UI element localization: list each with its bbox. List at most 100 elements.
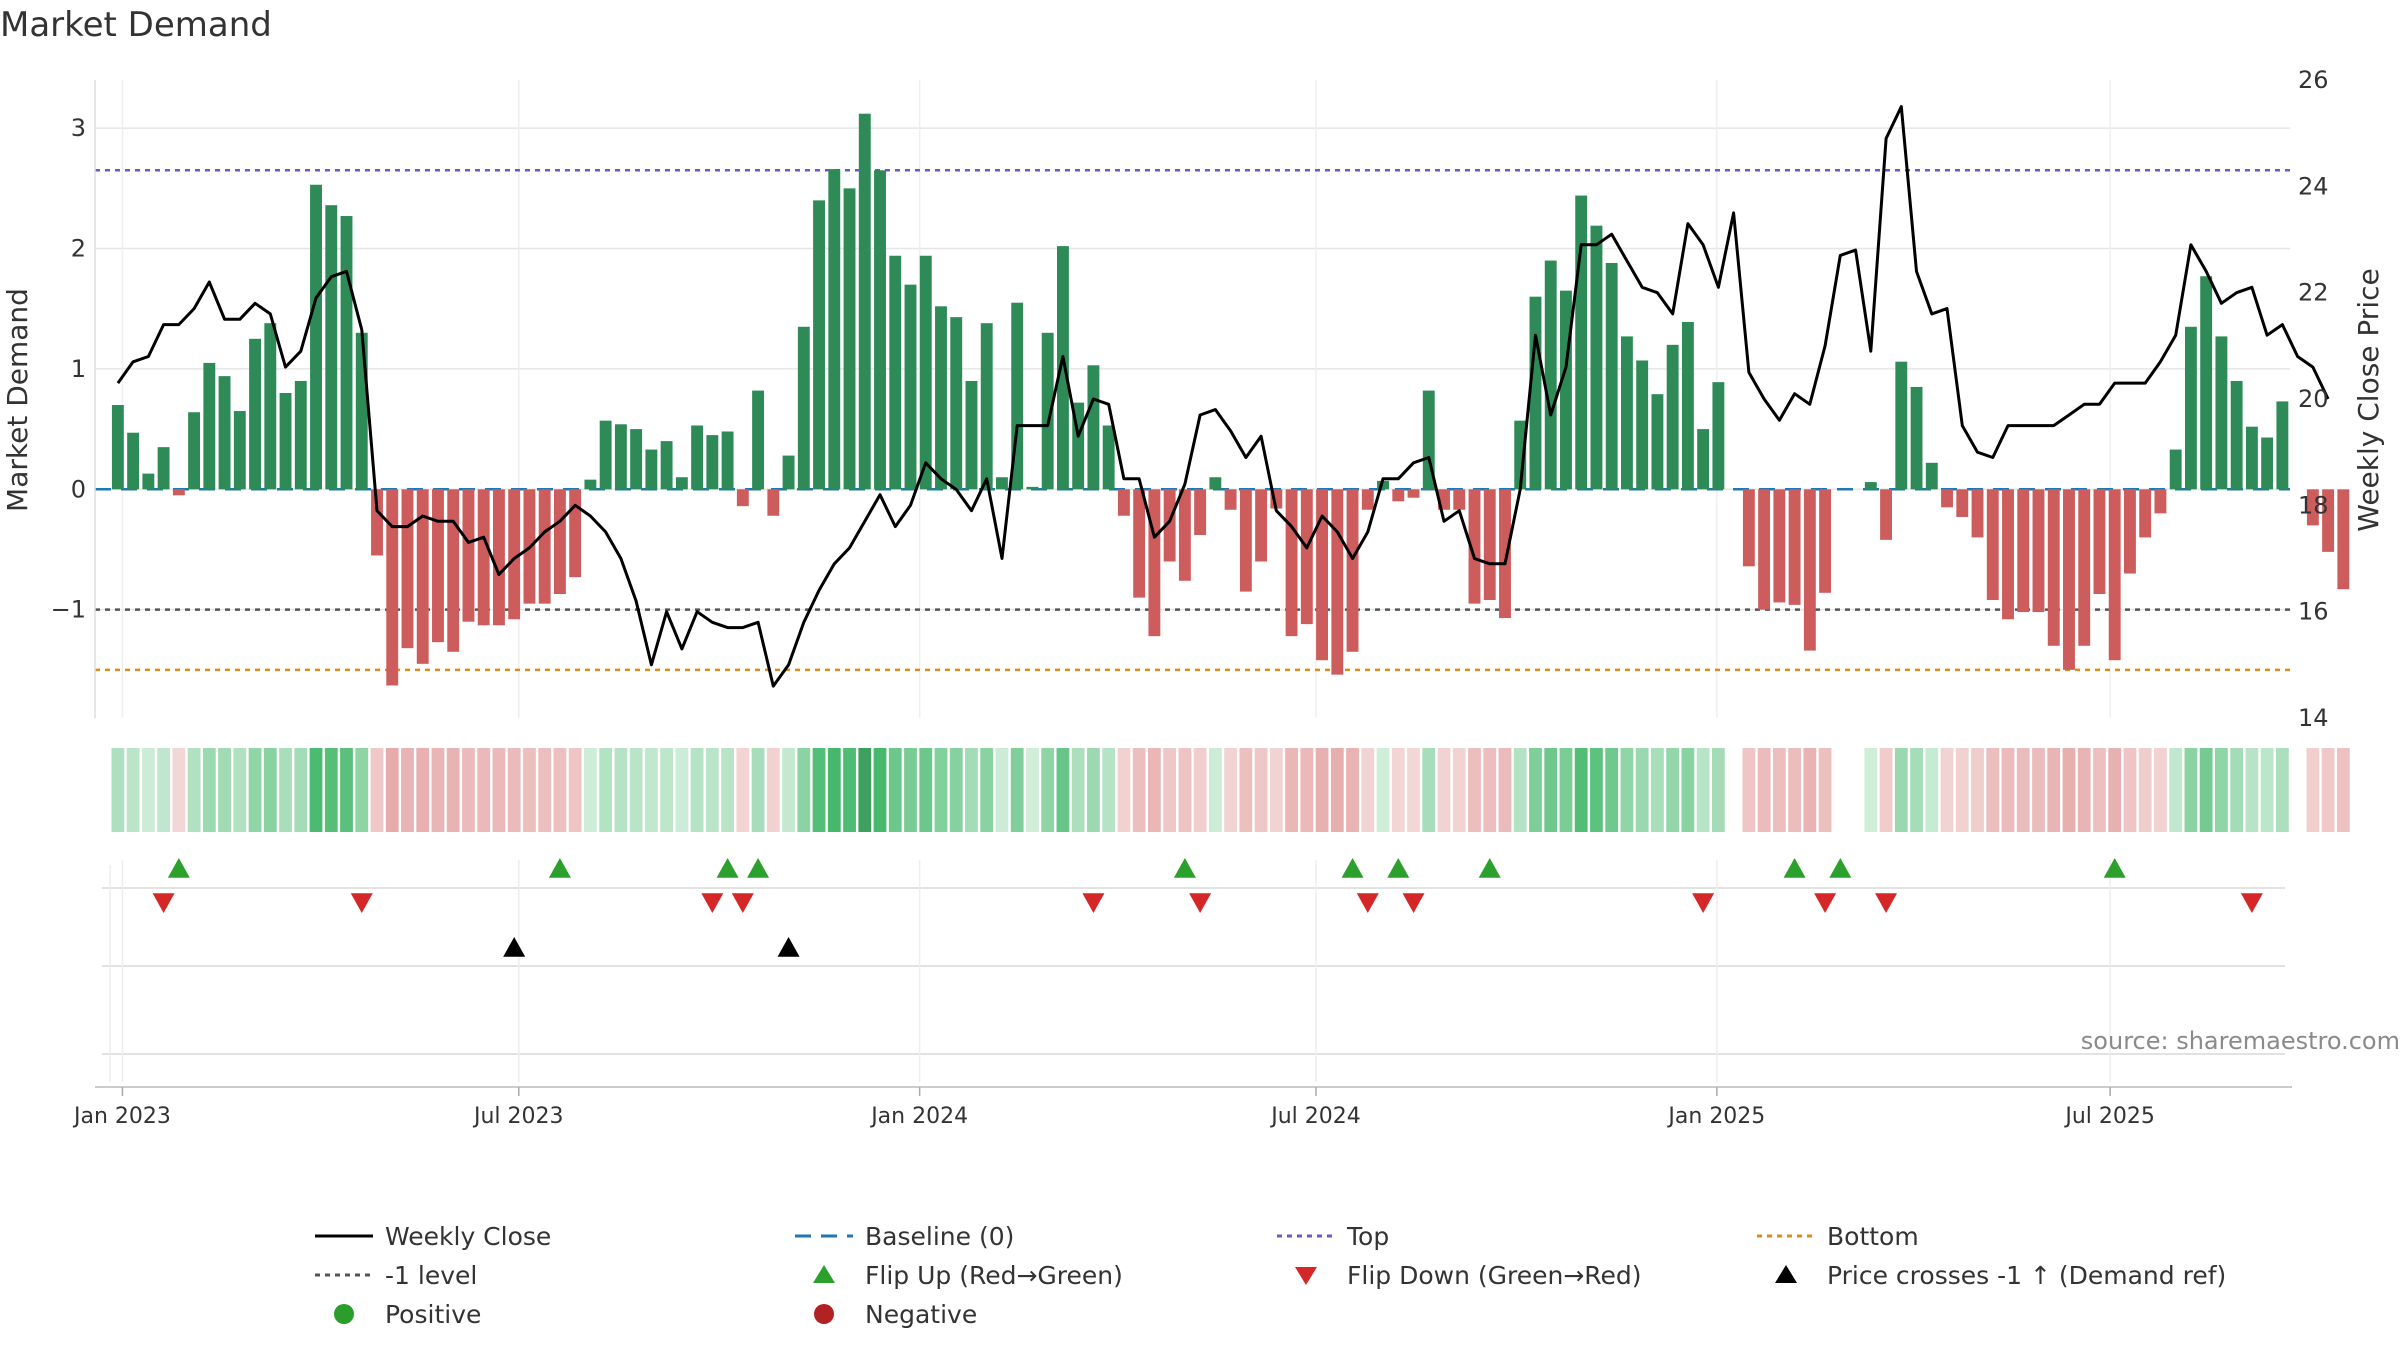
demand-bar-negative <box>1392 489 1405 502</box>
legend-label-top: Top <box>1346 1222 1389 1251</box>
x-tick-label: Jul 2025 <box>2063 1104 2155 1129</box>
demand-bar-negative <box>477 489 490 626</box>
demand-bar-positive <box>1011 302 1024 490</box>
strip-cell <box>1468 748 1481 832</box>
strip-cell <box>1041 748 1055 832</box>
strip-cell <box>980 748 994 832</box>
demand-bar-positive <box>828 169 841 490</box>
strip-cell <box>2138 748 2152 832</box>
strip-cell <box>309 748 323 832</box>
strip-cell <box>766 748 780 832</box>
demand-bar-negative <box>1346 489 1359 652</box>
strip-cell <box>1437 748 1451 832</box>
demand-bar-positive <box>294 380 307 490</box>
flip-up-marker <box>1829 858 1852 878</box>
strip-cell <box>1407 748 1420 832</box>
right-tick-label: 22 <box>2298 279 2329 307</box>
strip-cell <box>1269 748 1283 832</box>
strip-cell <box>1147 748 1161 832</box>
strip-cell <box>2123 748 2137 832</box>
demand-bar-positive <box>1925 462 1938 490</box>
axes: 3 2 1 0 −1 26 24 22 20 18 16 14 <box>51 66 2329 732</box>
demand-bar-negative <box>508 489 521 620</box>
demand-bar-positive <box>843 188 856 490</box>
demand-bar-positive <box>904 284 917 490</box>
demand-bar-negative <box>1178 489 1191 581</box>
demand-bar-positive <box>980 323 993 490</box>
demand-bar-positive <box>2200 276 2213 490</box>
strip-cell <box>218 748 231 832</box>
demand-bar-positive <box>782 455 795 490</box>
left-tick-label: 1 <box>71 355 86 383</box>
demand-bar-positive <box>111 405 124 490</box>
legend-swatch-flip-up <box>813 1265 835 1283</box>
demand-bar-negative <box>1270 489 1283 509</box>
strip-cell <box>1635 748 1649 832</box>
demand-bar-positive <box>1681 321 1694 490</box>
demand-bar-positive <box>249 338 261 490</box>
strip-cell <box>141 748 155 832</box>
flip-down-marker <box>350 893 373 913</box>
strip-cell <box>675 748 689 832</box>
demand-bar-positive <box>630 429 643 490</box>
demand-bar-negative <box>1300 489 1313 625</box>
signal-markers <box>102 858 2285 1082</box>
strip-cell <box>1483 748 1497 832</box>
flip-up-marker <box>716 858 739 878</box>
demand-bar-negative <box>1331 489 1344 675</box>
demand-bar-negative <box>1133 489 1146 598</box>
strip-cell <box>1818 748 1832 832</box>
demand-bar-negative <box>2306 489 2319 526</box>
demand-bar-positive <box>996 477 1008 490</box>
demand-bar-positive <box>355 332 368 490</box>
strip-cell <box>919 748 933 832</box>
strip-cell <box>263 748 277 832</box>
strip-cell <box>660 748 674 832</box>
legend-label-flip_up: Flip Up (Red→Green) <box>865 1261 1123 1290</box>
demand-bar-positive <box>2215 336 2228 490</box>
demand-bar-positive <box>264 323 277 490</box>
demand-bars <box>111 113 2350 686</box>
strip-cell <box>2321 748 2335 832</box>
strip-cell <box>1452 748 1466 832</box>
demand-bar-negative <box>1361 489 1374 510</box>
demand-bar-negative <box>1285 489 1298 637</box>
demand-bar-positive <box>1209 477 1222 490</box>
demand-bar-positive <box>340 216 353 490</box>
demand-bar-negative <box>1986 489 1999 601</box>
strip-cell <box>2077 748 2091 832</box>
demand-bar-negative <box>1499 489 1511 619</box>
demand-bar-positive <box>233 411 246 490</box>
strip-cell <box>2184 748 2198 832</box>
strip-cell <box>1010 748 1024 832</box>
demand-bar-positive <box>1529 296 1542 490</box>
demand-bar-negative <box>371 489 383 556</box>
strip-cell <box>1681 748 1695 832</box>
strip-cell <box>294 748 308 832</box>
strip-cell <box>1285 748 1298 832</box>
demand-bar-positive <box>874 170 886 490</box>
demand-bar-negative <box>1468 489 1481 604</box>
strip-cell <box>995 748 1009 832</box>
demand-bar-negative <box>1117 489 1130 516</box>
demand-bar-negative <box>2154 489 2167 514</box>
demand-bar-negative <box>447 489 460 652</box>
strip-cell <box>2062 748 2076 832</box>
demand-bar-negative <box>1971 489 1984 538</box>
strip-cell <box>1208 748 1222 832</box>
strip-cell <box>1559 748 1573 832</box>
demand-bar-positive <box>752 390 765 490</box>
demand-bar-negative <box>1941 489 1953 508</box>
strip-cell <box>446 748 460 832</box>
strip-cell <box>523 748 536 832</box>
demand-bar-negative <box>401 489 414 649</box>
demand-bar-negative <box>2047 489 2060 646</box>
strip-cell <box>157 748 170 832</box>
strip-cell <box>1925 748 1939 832</box>
right-tick-label: 18 <box>2298 491 2329 519</box>
strip-cell <box>568 748 582 832</box>
strip-cell <box>2001 748 2015 832</box>
demand-bar-positive <box>1620 336 1633 490</box>
demand-bar-negative <box>1803 489 1816 651</box>
strip-cell <box>1605 748 1619 832</box>
